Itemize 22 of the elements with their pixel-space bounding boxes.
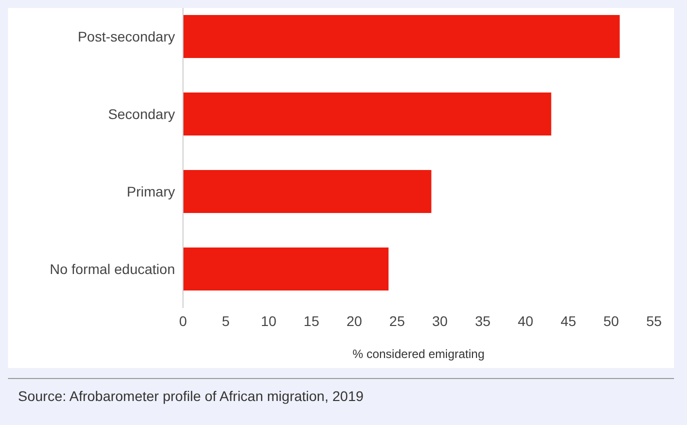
y-tick-label: Primary — [126, 184, 175, 200]
x-tick-label: 20 — [346, 312, 362, 329]
x-tick-label: 40 — [518, 312, 534, 329]
x-tick-label: 45 — [560, 312, 576, 329]
bar — [183, 248, 389, 291]
y-tick-label: No formal education — [50, 261, 175, 278]
x-tick-label: 55 — [646, 312, 662, 329]
x-axis-title: % considered emigrating — [352, 347, 485, 361]
x-tick-label: 50 — [603, 312, 620, 329]
x-tick-label: 10 — [260, 312, 277, 329]
bar — [183, 92, 552, 136]
x-tick-label: 15 — [304, 312, 320, 329]
x-tick-label: 0 — [179, 312, 188, 329]
x-tick-label: 35 — [474, 312, 491, 329]
x-tick-label: 25 — [389, 312, 406, 329]
x-tick-label: 30 — [432, 312, 448, 329]
source-note: Source: Afrobarometer profile of African migration, 2019 — [18, 388, 364, 404]
bar — [183, 170, 432, 214]
bar — [183, 15, 620, 58]
x-tick-label: 5 — [222, 312, 230, 329]
y-tick-label: Secondary — [108, 106, 175, 122]
y-tick-label: Post-secondary — [78, 28, 175, 45]
